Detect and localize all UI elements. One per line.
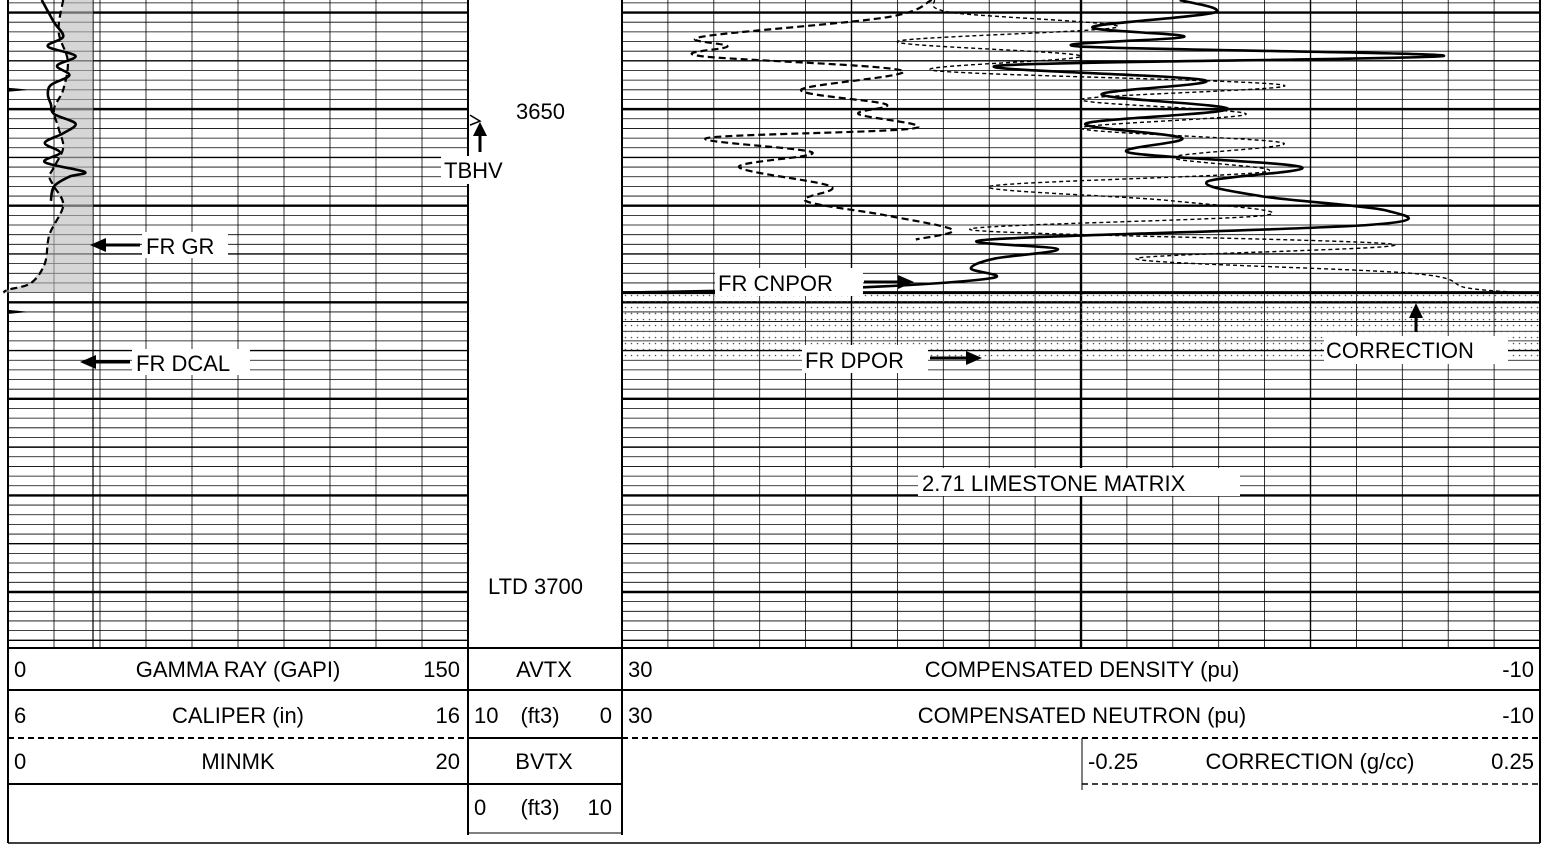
den-max: -10	[1502, 657, 1534, 682]
depth-label-3650: 3650	[516, 99, 565, 124]
label-fr-gr: FR GR	[146, 234, 214, 259]
annotation-fr-dpor: FR DPOR	[802, 345, 982, 373]
curve-fr-cnpor	[690, 0, 954, 241]
gr-max: 150	[423, 657, 460, 682]
curve-correction	[896, 0, 1522, 294]
minmk-title: MINMK	[201, 749, 275, 774]
bvtx-title: BVTX	[515, 749, 573, 774]
curve-fr-gr	[40, 0, 87, 202]
den-min: 30	[628, 657, 652, 682]
log-fills	[3, 0, 1540, 359]
bvtx-max: 10	[588, 795, 612, 820]
label-fr-dpor: FR DPOR	[805, 348, 904, 373]
gr-title: GAMMA RAY (GAPI)	[136, 657, 341, 682]
neu-title: COMPENSATED NEUTRON (pu)	[918, 703, 1246, 728]
bvtx-unit: (ft3)	[520, 795, 559, 820]
log-curves	[2, 0, 1522, 294]
corr-min: -0.25	[1088, 749, 1138, 774]
annotation-matrix: 2.71 LIMESTONE MATRIX	[918, 468, 1240, 496]
curve-fr-dpor	[621, 0, 1445, 294]
caliper-washout-shading	[3, 0, 93, 293]
minmk-tick	[8, 87, 30, 92]
den-title: COMPENSATED DENSITY (pu)	[925, 657, 1240, 682]
minmk-min: 0	[14, 749, 26, 774]
avtx-min: 10	[474, 703, 498, 728]
scale-header-lines	[7, 647, 1541, 844]
annotation-correction: CORRECTION	[1324, 303, 1508, 364]
corr-max: 0.25	[1491, 749, 1534, 774]
ltd-marker: LTD 3700	[484, 572, 606, 600]
bvtx-min: 0	[474, 795, 486, 820]
avtx-max: 0	[600, 703, 612, 728]
cal-max: 16	[436, 703, 460, 728]
minmk-tick	[8, 309, 30, 314]
log-markers	[8, 87, 482, 314]
annotation-fr-dcal: FR DCAL	[80, 349, 250, 376]
cal-title: CALIPER (in)	[172, 703, 304, 728]
curve-fr-dcal	[2, 0, 70, 294]
tbhv-tick	[469, 114, 482, 126]
annotation-tbhv: TBHV	[441, 122, 517, 184]
annotation-fr-cnpor: FR CNPOR	[715, 268, 914, 296]
label-limestone-matrix: 2.71 LIMESTONE MATRIX	[922, 471, 1186, 496]
avtx-unit: (ft3)	[520, 703, 559, 728]
cal-min: 6	[14, 703, 26, 728]
label-fr-cnpor: FR CNPOR	[718, 271, 833, 296]
neu-min: 30	[628, 703, 652, 728]
corr-title: CORRECTION (g/cc)	[1206, 749, 1415, 774]
annotation-fr-gr: FR GR	[90, 232, 228, 259]
label-fr-dcal: FR DCAL	[136, 351, 230, 376]
gr-min: 0	[14, 657, 26, 682]
neu-max: -10	[1502, 703, 1534, 728]
minmk-max: 20	[436, 749, 460, 774]
avtx-title: AVTX	[516, 657, 572, 682]
label-tbhv: TBHV	[444, 158, 503, 183]
label-correction: CORRECTION	[1326, 338, 1474, 363]
depth-label-ltd: LTD 3700	[488, 574, 583, 599]
